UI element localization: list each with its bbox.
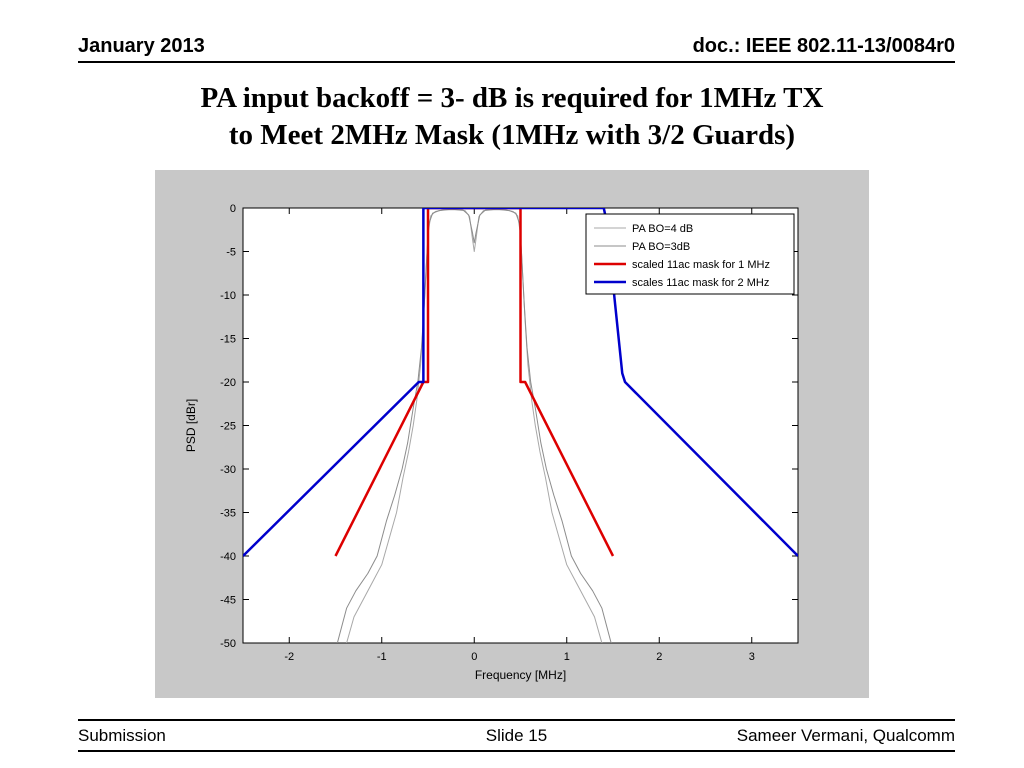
slide-header: January 2013 doc.: IEEE 802.11-13/0084r0	[78, 34, 955, 63]
psd-chart-svg: -2 -1 0 1 2 30-5-10-15-20-25-30-35-40-45-50Fr…	[155, 170, 869, 698]
svg-text:-10: -10	[220, 290, 236, 302]
svg-text:-45: -45	[220, 595, 236, 607]
svg-text:-50: -50	[220, 638, 236, 650]
svg-text:-1: -1	[377, 651, 387, 663]
svg-text:3: 3	[749, 651, 755, 663]
svg-text:0: 0	[471, 651, 477, 663]
svg-text:0: 0	[230, 203, 236, 215]
svg-text:-40: -40	[220, 551, 236, 563]
footer-slide-number: Slide 15	[485, 726, 548, 745]
svg-text:-15: -15	[220, 334, 236, 346]
svg-text:PSD [dBr]: PSD [dBr]	[184, 399, 198, 452]
slide-title-line1: PA input backoff = 3- dB is required for…	[200, 82, 824, 114]
svg-text:-5: -5	[226, 247, 236, 259]
slide-title-line2: to Meet 2MHz Mask (1MHz with 3/2 Guards)	[228, 119, 796, 151]
svg-text:2: 2	[656, 651, 662, 663]
svg-text:Frequency [MHz]: Frequency [MHz]	[475, 668, 566, 682]
footer-author: Sameer Vermani, Qualcomm	[736, 726, 955, 745]
footer-submission: Submission	[78, 726, 166, 745]
svg-text:-30: -30	[220, 464, 236, 476]
svg-text:scales 11ac mask for 2 MHz: scales 11ac mask for 2 MHz	[632, 277, 769, 289]
header-date: January 2013	[78, 35, 205, 57]
svg-text:-35: -35	[220, 508, 236, 520]
svg-text:1: 1	[564, 651, 570, 663]
svg-text:PA BO=4 dB: PA BO=4 dB	[632, 223, 693, 235]
svg-text:scaled 11ac mask for 1 MHz: scaled 11ac mask for 1 MHz	[632, 259, 770, 271]
svg-text:-25: -25	[220, 421, 236, 433]
slide-title: PA input backoff = 3- dB is required for…	[0, 80, 1024, 154]
header-doc-number: doc.: IEEE 802.11-13/0084r0	[692, 35, 955, 57]
svg-text:PA BO=3dB: PA BO=3dB	[632, 241, 690, 253]
svg-text:-2: -2	[284, 651, 294, 663]
svg-text:-20: -20	[220, 377, 236, 389]
slide-footer: Submission Slide 15 Sameer Vermani, Qual…	[78, 719, 955, 752]
psd-chart-figure: -2 -1 0 1 2 3 0 -5 -10 -15 -20 -25 -30 -35 -40 -45 -50 Fr…	[155, 170, 869, 698]
